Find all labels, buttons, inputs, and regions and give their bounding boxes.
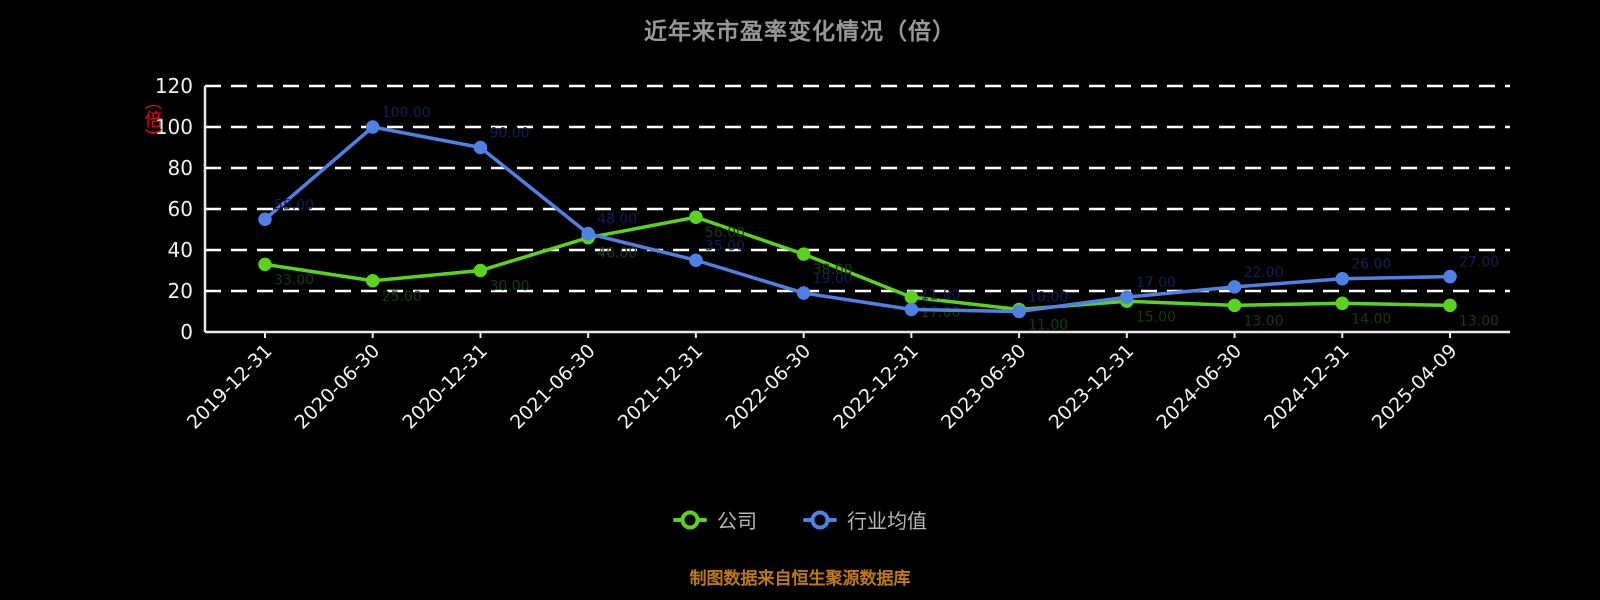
data-label: 13.00: [1459, 313, 1499, 329]
data-label: 25.00: [382, 289, 422, 305]
y-tick-label: 80: [168, 156, 193, 180]
x-tick-label: 2022-06-30: [722, 340, 816, 434]
data-label: 15.00: [1136, 309, 1176, 325]
data-label: 33.00: [274, 272, 314, 288]
data-point-0: [365, 274, 380, 288]
data-label: 11.00: [1028, 317, 1068, 333]
data-point-1: [904, 302, 919, 317]
legend-dot-icon: [810, 510, 830, 529]
x-tick-label: 2025-04-09: [1368, 340, 1462, 434]
x-tick-label: 2024-12-31: [1260, 340, 1354, 434]
legend-marker-icon: [673, 510, 707, 529]
data-point-1: [689, 253, 703, 267]
data-point-1: [1335, 271, 1350, 286]
data-label: 27.00: [1459, 255, 1499, 271]
legend-marker-icon: [803, 510, 837, 529]
data-source-note: 制图数据来自恒生聚源数据库: [689, 569, 911, 589]
data-point-0: [689, 210, 703, 224]
y-tick-label: 0: [180, 320, 193, 344]
data-label: 90.00: [489, 126, 529, 142]
data-point-1: [365, 120, 380, 134]
data-point-1: [796, 286, 811, 300]
data-point-0: [258, 257, 272, 272]
x-tick-label: 2021-06-30: [506, 340, 600, 434]
data-label: 19.00: [813, 271, 853, 287]
data-label: 38.00: [813, 262, 853, 278]
legend-label: 行业均值: [847, 509, 927, 533]
x-tick-label: 2020-06-30: [291, 340, 385, 434]
data-point-1: [473, 140, 488, 155]
data-label: 35.00: [705, 238, 745, 254]
chart-title: 近年来市盈率变化情况（倍）: [644, 19, 956, 45]
data-point-0: [1227, 298, 1242, 313]
data-label: 10.00: [1028, 290, 1068, 306]
y-tick-label: 100: [155, 115, 193, 139]
data-label: 30.00: [489, 279, 529, 295]
legend-label: 公司: [717, 509, 757, 533]
x-tick-label: 2019-12-31: [183, 340, 277, 434]
legend-dot-icon: [680, 510, 700, 529]
legend: 公司 行业均值: [0, 505, 1600, 534]
data-point-1: [581, 226, 595, 241]
data-label: 14.00: [1351, 311, 1391, 327]
x-tick-label: 2022-12-31: [829, 340, 923, 434]
data-point-0: [1443, 298, 1457, 313]
data-point-1: [1120, 290, 1134, 304]
x-tick-label: 2023-06-30: [937, 340, 1031, 434]
x-tick-label: 2020-12-31: [398, 340, 492, 434]
data-label: 56.00: [705, 225, 745, 241]
data-label: 11.00: [920, 287, 960, 303]
data-label: 100.00: [382, 105, 431, 121]
series-line-1: [263, 125, 1452, 314]
data-label: 26.00: [1351, 257, 1391, 273]
y-tick-label: 40: [168, 238, 193, 262]
data-label: 17.00: [920, 305, 960, 321]
data-point-1: [1012, 304, 1026, 319]
data-point-0: [1335, 296, 1350, 311]
data-point-0: [796, 247, 811, 261]
x-tick-label: 2024-06-30: [1152, 340, 1246, 434]
data-point-1: [258, 212, 272, 226]
y-tick-label: 60: [168, 197, 193, 221]
y-axis-unit-label: （倍）: [142, 92, 163, 146]
data-label: 46.00: [597, 246, 637, 262]
legend-item-1[interactable]: 行业均值: [803, 505, 927, 534]
y-tick-label: 120: [155, 74, 193, 98]
x-tick-label: 2021-12-31: [614, 340, 708, 434]
x-tick-label: 2023-12-31: [1045, 340, 1139, 434]
series-line-0: [263, 215, 1452, 312]
data-label: 22.00: [1244, 265, 1284, 281]
data-point-1: [1443, 269, 1457, 284]
data-label: 17.00: [1136, 275, 1176, 291]
y-tick-label: 20: [168, 279, 193, 303]
legend-item-0[interactable]: 公司: [673, 505, 757, 534]
data-label: 48.00: [597, 212, 637, 228]
data-point-0: [904, 290, 919, 304]
data-point-0: [473, 263, 488, 278]
data-label: 13.00: [1244, 313, 1284, 329]
data-point-1: [1227, 280, 1242, 294]
data-label: 55.00: [274, 197, 314, 213]
